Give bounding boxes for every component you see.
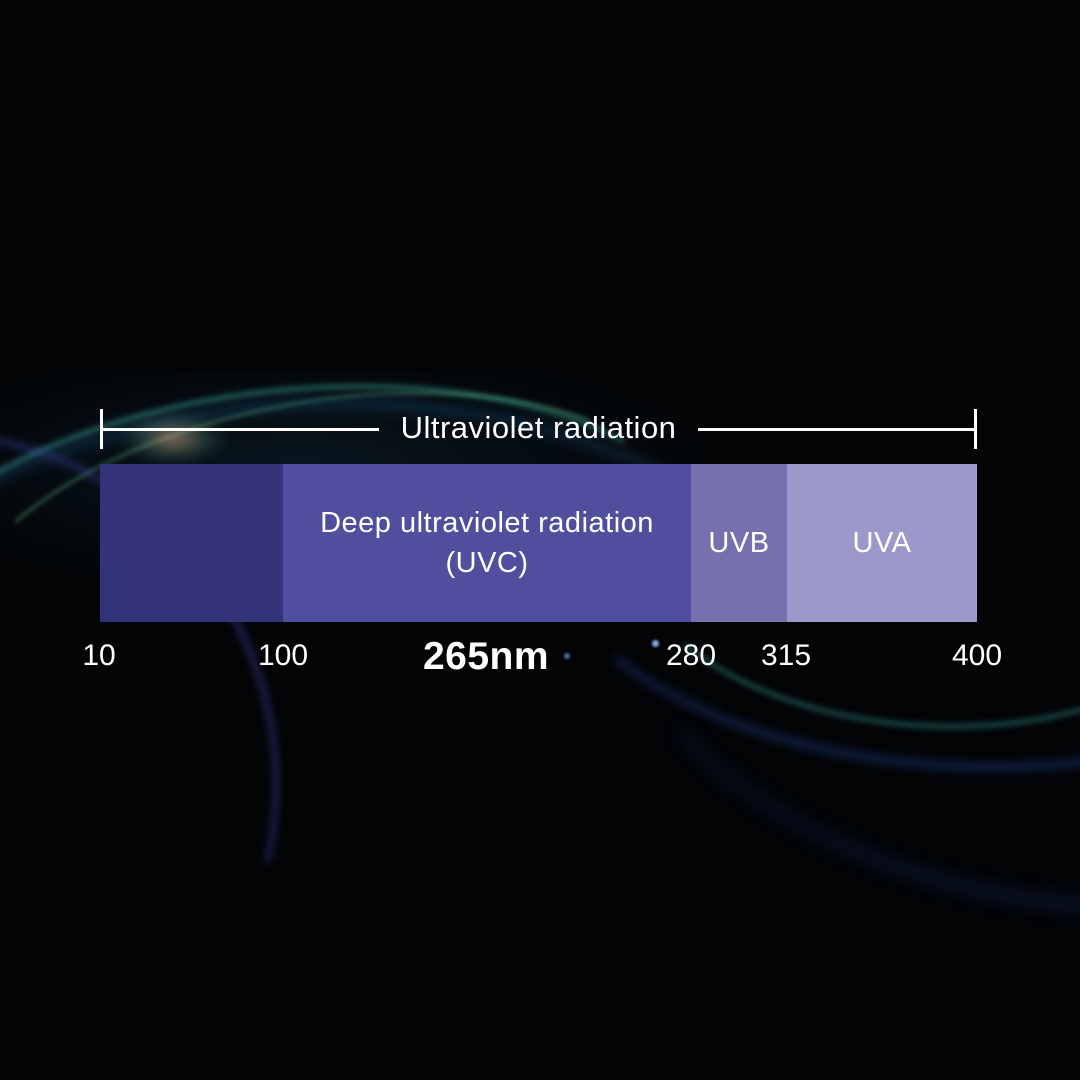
segment-uvb: UVB xyxy=(690,464,788,622)
segment-uva-label: UVA xyxy=(852,527,912,559)
bracket-line-left xyxy=(103,427,379,431)
axis-tick-100: 100 xyxy=(257,639,309,672)
segment-uvc-label-line1: Deep ultraviolet radiation xyxy=(320,507,654,539)
segment-uvc-label-line2: (UVC) xyxy=(445,547,529,579)
segment-uva: UVA xyxy=(787,464,977,622)
axis-tick-400: 400 xyxy=(951,639,1003,672)
axis-tick-315: 315 xyxy=(760,639,812,672)
axis-tick-10: 10 xyxy=(82,639,116,672)
spectrum-bar: Deep ultraviolet radiation (UVC) UVB UVA xyxy=(100,464,977,622)
bracket-right-tick xyxy=(974,409,978,449)
bracket-title: Ultraviolet radiation xyxy=(400,409,677,445)
bracket-line-right xyxy=(698,427,975,431)
bracket-left-tick xyxy=(100,409,103,449)
uv-range-bracket: Ultraviolet radiation xyxy=(100,409,978,449)
glow-dot xyxy=(652,640,659,647)
segment-uvb-label: UVB xyxy=(708,527,770,559)
axis-tick-280: 280 xyxy=(665,639,717,672)
segment-uvc: Deep ultraviolet radiation (UVC) xyxy=(283,464,691,622)
glow-dot xyxy=(564,653,570,659)
peak-wavelength-label: 265nm xyxy=(422,635,550,678)
segment-vacuum-uv xyxy=(100,464,284,622)
